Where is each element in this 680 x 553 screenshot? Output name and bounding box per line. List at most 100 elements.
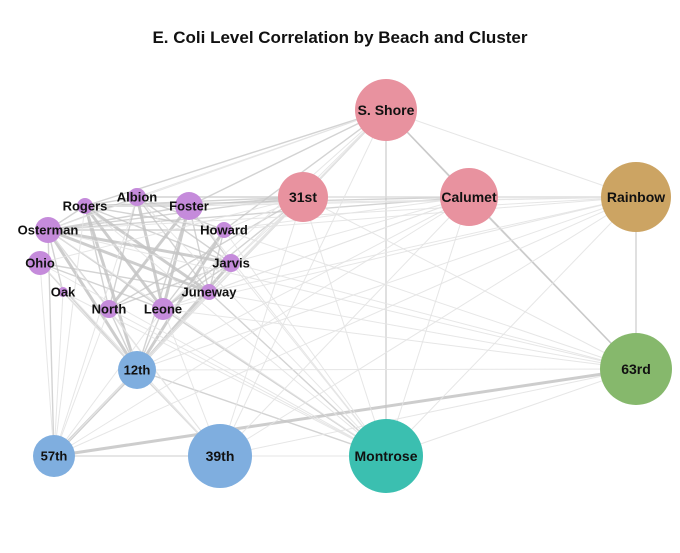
node-label: 31st [289, 189, 317, 205]
node-label: Leone [144, 302, 182, 317]
node-label: 12th [124, 363, 151, 378]
node-layer: S. Shore 31st Calumet Rainbow 63rd Montrose 39… [18, 79, 672, 493]
node-circle [349, 419, 423, 493]
edge-montrose-63rd [385, 368, 637, 457]
edge-howard-montrose [223, 229, 387, 457]
node-circle [100, 300, 118, 318]
edge-albion-s_shore [136, 109, 387, 198]
node-label: 63rd [621, 361, 651, 377]
edge-ohio-57th [39, 262, 55, 457]
edge-juneway-montrose [208, 291, 387, 457]
node-ohio: Ohio [25, 251, 55, 275]
edge-39th-calumet [219, 196, 470, 457]
node-circle [216, 222, 232, 238]
node-circle [77, 198, 93, 214]
node-howard: Howard [200, 222, 248, 238]
edge-57th-63rd [53, 367, 637, 458]
node-39th: 39th [188, 424, 252, 488]
edge-osterman-calumet [47, 196, 470, 231]
node-circle [118, 351, 156, 389]
edge-foster-juneway [188, 205, 210, 293]
edge-howard-63rd [223, 229, 637, 370]
node-leone: Leone [144, 298, 182, 320]
node-circle [222, 254, 240, 272]
node-label: Albion [117, 190, 157, 205]
edge-rogers-12th [83, 205, 139, 371]
node-rogers: Rogers [63, 198, 108, 214]
node-albion: Albion [117, 188, 157, 206]
edge-ohio-montrose [39, 262, 387, 457]
node-label: Rogers [63, 199, 108, 214]
edge-s_shore-63rd [385, 109, 637, 370]
edge-ohio-31st [39, 196, 304, 264]
node-circle [175, 192, 203, 220]
edge-osterman-montrose [47, 229, 387, 457]
edge-leone-rainbow [162, 196, 637, 310]
node-57th: 57th [33, 435, 75, 477]
node-12th: 12th [118, 351, 156, 389]
node-31st: 31st [278, 172, 328, 222]
node-label: Calumet [441, 189, 497, 205]
node-circle [28, 251, 52, 275]
edge-31st-63rd [302, 196, 637, 370]
node-label: Juneway [182, 285, 238, 300]
edge-osterman-rainbow [47, 196, 637, 231]
node-montrose: Montrose [349, 419, 423, 493]
edge-foster-rainbow [188, 196, 637, 207]
node-circle [188, 424, 252, 488]
edge-layer [39, 109, 637, 458]
edge-39th-rainbow [219, 196, 637, 457]
edge-howard-rainbow [223, 196, 637, 231]
node-label: Oak [51, 285, 76, 300]
node-jarvis: Jarvis [212, 254, 250, 272]
node-osterman: Osterman [18, 217, 79, 243]
node-label: Jarvis [212, 256, 250, 271]
node-calumet: Calumet [440, 168, 498, 226]
node-label: S. Shore [358, 102, 415, 118]
node-label: Howard [200, 223, 248, 238]
edge-osterman-39th [47, 229, 221, 457]
edge-s_shore-rainbow [385, 109, 637, 198]
node-oak: Oak [51, 285, 76, 300]
node-circle [128, 188, 146, 206]
edge-howard-leone [162, 229, 225, 310]
node-label: Ohio [25, 256, 55, 271]
node-circle [33, 435, 75, 477]
node-label: Foster [169, 199, 209, 214]
node-circle [440, 168, 498, 226]
edge-howard-calumet [223, 196, 470, 231]
edge-howard-12th [135, 229, 226, 371]
edge-ohio-leone [39, 262, 164, 310]
edge-57th-31st [53, 196, 304, 457]
node-circle [58, 287, 68, 297]
node-circle [600, 333, 672, 405]
edge-rogers-montrose [84, 205, 387, 457]
node-circle [152, 298, 174, 320]
node-s-shore: S. Shore [355, 79, 417, 141]
node-rainbow: Rainbow [601, 162, 671, 232]
node-circle [278, 172, 328, 222]
edge-jarvis-63rd [230, 262, 637, 370]
edge-osterman-12th [46, 229, 139, 371]
node-north: North [92, 300, 127, 318]
edge-leone-63rd [162, 308, 637, 370]
edge-north-57th [53, 308, 110, 457]
edge-leone-s_shore [162, 109, 387, 310]
node-circle [601, 162, 671, 232]
node-circle [355, 79, 417, 141]
edge-39th-63rd [219, 368, 637, 457]
node-label: Montrose [355, 448, 418, 464]
edge-foster-osterman [47, 205, 190, 231]
edge-oak-57th [53, 291, 64, 457]
node-circle [201, 284, 217, 300]
node-label: North [92, 302, 127, 317]
edge-jarvis-calumet [230, 196, 470, 264]
node-juneway: Juneway [182, 284, 238, 300]
edge-rogers-howard [84, 205, 225, 231]
edge-foster-s_shore [188, 109, 387, 207]
edge-12th-calumet [136, 196, 470, 371]
edge-39th-31st [219, 196, 304, 457]
node-label: Osterman [18, 223, 79, 238]
edge-jarvis-montrose [230, 262, 387, 457]
